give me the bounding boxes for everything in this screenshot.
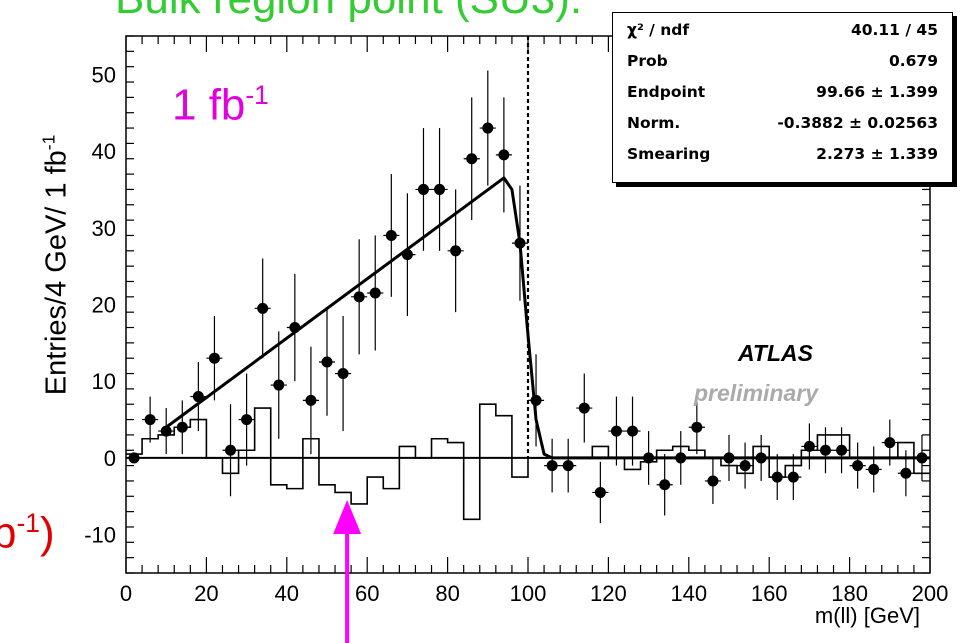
annotations [333,500,362,643]
luminosity-label: 1 fb-1 [172,80,269,131]
data-point [514,237,526,249]
edge-close: ) [39,508,55,558]
data-point [610,425,622,437]
data-point [176,421,188,433]
data-point [466,153,478,165]
data-point [627,425,639,437]
stat-row-chi2: χ² / ndf 40.11 / 45 [613,15,952,46]
data-point [337,368,349,380]
data-point [305,394,317,406]
data-point [192,391,204,403]
luminosity-exponent: -1 [245,80,269,110]
y-axis-label-base: Entries/4 GeV/ 1 fb [40,150,73,396]
data-point [450,245,462,257]
edge-exponent: -1 [16,508,40,538]
x-tick-label: 180 [831,581,868,606]
data-point [257,302,269,314]
stat-key: Endpoint [627,83,706,101]
data-point [401,249,413,261]
y-tick-label: 30 [92,216,116,241]
data-point [369,287,381,299]
data-point [546,460,558,472]
data-point [289,322,301,334]
data-point [273,379,285,391]
stat-row-endpoint: Endpoint 99.66 ± 1.399 [613,77,952,108]
data-point [562,460,574,472]
data-point [482,122,494,134]
data-point [659,479,671,491]
data-point [321,356,333,368]
stat-key: Norm. [627,114,681,132]
stat-key: Smearing [627,145,711,163]
y-tick-label: -10 [84,523,116,548]
data-point [803,440,815,452]
data-point [434,183,446,195]
stat-row-norm: Norm. -0.3882 ± 0.02563 [613,108,952,139]
y-tick-label: 10 [92,369,116,394]
data-point [353,291,365,303]
data-point [160,425,172,437]
data-point [691,421,703,433]
edge-base: b [0,508,17,558]
y-axis-label-exponent: -1 [38,134,59,151]
stat-value: 40.11 / 45 [850,21,938,39]
fit-curve-group [165,176,930,460]
stat-key: Prob [627,52,668,70]
data-point [852,460,864,472]
data-point [900,467,912,479]
stat-row-prob: Prob 0.679 [613,46,952,77]
x-tick-label: 0 [120,581,132,606]
data-point [498,149,510,161]
data-point [417,183,429,195]
y-axis-label: Entries/4 GeV/ 1 fb-1 [39,135,74,395]
y-tick-label: 0 [104,446,116,471]
data-point [385,229,397,241]
x-tick-label: 20 [194,581,218,606]
stat-key: χ² / ndf [627,21,690,39]
preliminary-label: preliminary [694,380,818,406]
y-tick-label: 40 [92,139,116,164]
edge-luminosity-fragment: b-1) [0,508,55,559]
data-point [594,486,606,498]
stat-row-smearing: Smearing 2.273 ± 1.339 [613,139,952,170]
data-point [707,475,719,487]
tick-labels: 0 20 40 60 80 100 120 140 160 180 200 -10 0 10 20 30 40 5… [84,62,948,606]
arrow-head [333,500,362,534]
x-tick-label: 100 [510,581,547,606]
chart-title-fragment: Bulk region point (SU3): [115,0,582,24]
x-tick-label: 120 [590,581,627,606]
data-point [739,460,751,472]
x-tick-label: 140 [670,581,707,606]
data-point [225,444,237,456]
x-tick-label: 60 [355,581,379,606]
data-point [771,471,783,483]
stat-value: -0.3882 ± 0.02563 [777,114,938,132]
x-tick-label: 80 [435,581,459,606]
stat-value: 99.66 ± 1.399 [816,83,938,101]
data-point [530,394,542,406]
luminosity-base: 1 fb [172,80,246,130]
x-tick-label: 40 [275,581,299,606]
x-tick-label: 160 [751,581,788,606]
fit-statistics-box: χ² / ndf 40.11 / 45 Prob 0.679 Endpoint 99.… [612,12,953,183]
x-tick-label: 200 [912,581,949,606]
x-axis-label: m(ll) [GeV] [814,603,920,628]
y-tick-label: 50 [92,62,116,87]
data-point [787,471,799,483]
data-point [819,444,831,456]
data-point [884,437,896,449]
data-point [868,463,880,475]
data-point [578,402,590,414]
data-point [836,444,848,456]
fit-curve [165,176,930,460]
data-point [208,352,220,364]
stat-value: 0.679 [888,52,938,70]
data-point [144,414,156,426]
atlas-label: ATLAS [738,340,813,366]
data-point [241,414,253,426]
y-tick-label: 20 [92,293,116,318]
stat-value: 2.273 ± 1.339 [816,145,938,163]
